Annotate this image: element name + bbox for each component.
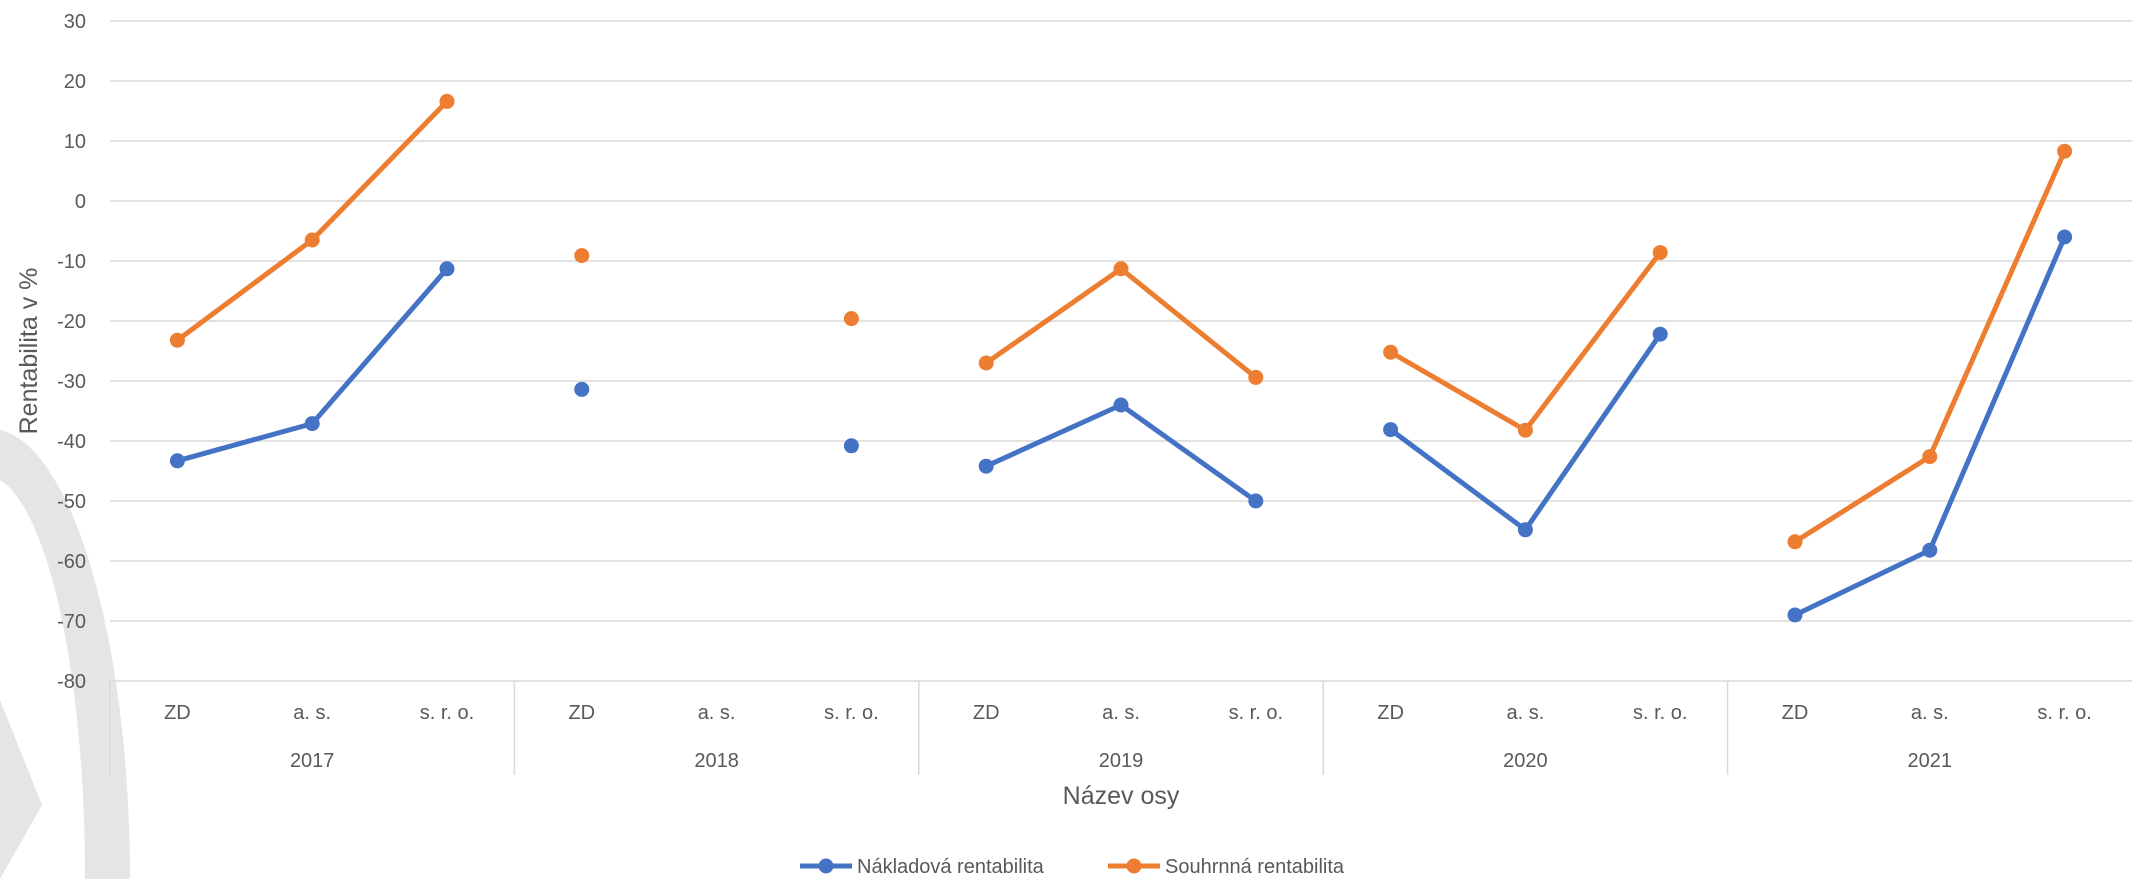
series-line: [1792, 148, 2068, 545]
data-point: [439, 261, 455, 277]
x-category-label: s. r. o.: [1229, 702, 1283, 724]
series-line: [983, 266, 1259, 380]
x-axis: ZD a. s. s. r. o. 2017 ZD a. s. s. r. o. 2018 ZD…: [109, 680, 2132, 775]
data-point: [843, 438, 859, 454]
x-group-label: 2021: [1908, 750, 1953, 772]
y-tick-label: -30: [57, 371, 86, 393]
y-tick-label: 10: [64, 131, 86, 153]
y-tick-label: -10: [57, 251, 86, 273]
legend-label: Souhrnná rentabilita: [1165, 856, 1345, 878]
series-layer: [169, 93, 2073, 623]
series-line: [1388, 250, 1663, 433]
x-category-label: s. r. o.: [1633, 702, 1687, 724]
series-nakladova: [169, 229, 2073, 623]
y-tick-label: -80: [57, 671, 86, 693]
x-category-label: ZD: [164, 702, 191, 724]
data-point: [1248, 493, 1264, 509]
data-point: [439, 93, 455, 109]
y-tick-label: -60: [57, 551, 86, 573]
data-point: [574, 381, 590, 397]
x-category-label: ZD: [973, 702, 1000, 724]
x-category-label: s. r. o.: [824, 702, 878, 724]
y-tick-label: 20: [64, 71, 86, 93]
x-category-label: s. r. o.: [2037, 702, 2091, 724]
x-category-label: ZD: [568, 702, 595, 724]
legend-item: Nákladová rentabilita: [800, 856, 1045, 878]
data-point: [304, 232, 320, 248]
x-category-label: a. s.: [698, 702, 736, 724]
y-axis-ticks: 30 20 10 0 -10 -20 -30 -40 -50 -60 -70 -80: [57, 11, 86, 693]
x-group-label: 2018: [694, 750, 739, 772]
y-tick-label: -70: [57, 611, 86, 633]
legend-dot-marker: [1126, 858, 1142, 874]
data-point: [169, 332, 185, 348]
x-group-label: 2019: [1099, 750, 1144, 772]
series-souhrnna: [169, 93, 2073, 550]
legend-dot-marker: [818, 858, 834, 874]
legend: Nákladová rentabilita Souhrnná rentabilit…: [800, 856, 1345, 878]
y-tick-label: -20: [57, 311, 86, 333]
data-point: [169, 453, 185, 469]
legend-label: Nákladová rentabilita: [857, 856, 1045, 878]
x-category-label: a. s.: [293, 702, 331, 724]
x-category-label: ZD: [1377, 702, 1404, 724]
data-point: [574, 248, 590, 264]
data-point: [1113, 397, 1129, 413]
y-tick-label: 30: [64, 11, 86, 33]
data-point: [2057, 229, 2073, 245]
series-line: [174, 266, 450, 464]
data-point: [1652, 326, 1668, 342]
data-point: [2057, 143, 2073, 159]
data-point: [1787, 534, 1803, 550]
data-point: [843, 311, 859, 327]
x-category-label: a. s.: [1102, 702, 1140, 724]
data-point: [978, 355, 994, 371]
y-tick-label: 0: [75, 191, 86, 213]
data-point: [1922, 542, 1938, 558]
data-point: [1652, 245, 1668, 261]
data-point: [978, 458, 994, 474]
series-line: [174, 98, 450, 343]
data-point: [1383, 344, 1399, 360]
x-axis-title: Název osy: [1063, 782, 1180, 810]
series-line: [983, 402, 1259, 504]
x-group-label: 2020: [1503, 750, 1548, 772]
legend-item: Souhrnná rentabilita: [1108, 856, 1345, 878]
y-tick-label: -50: [57, 491, 86, 513]
x-category-label: ZD: [1782, 702, 1809, 724]
y-axis-title: Rentabilita v %: [15, 268, 43, 435]
x-category-label: s. r. o.: [420, 702, 474, 724]
data-point: [1517, 422, 1533, 438]
gridlines: [110, 20, 2132, 622]
watermark-logo: [0, 430, 131, 879]
y-tick-label: -40: [57, 431, 86, 453]
data-point: [1517, 522, 1533, 538]
x-category-label: a. s.: [1911, 702, 1949, 724]
x-group-label: 2017: [290, 750, 335, 772]
x-category-label: a. s.: [1507, 702, 1545, 724]
data-point: [304, 416, 320, 432]
series-line: [1792, 234, 2068, 618]
data-point: [1113, 261, 1129, 277]
data-point: [1248, 369, 1264, 385]
data-point: [1383, 422, 1399, 438]
data-point: [1787, 607, 1803, 623]
data-point: [1922, 449, 1938, 465]
